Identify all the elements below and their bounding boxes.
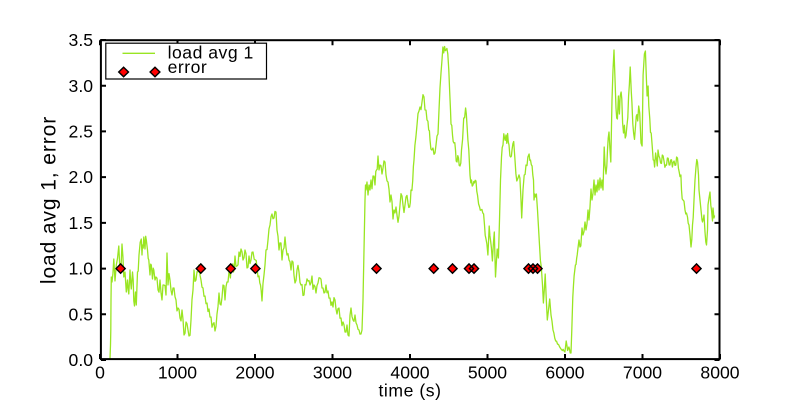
svg-text:load avg 1: load avg 1	[168, 43, 254, 63]
svg-text:error: error	[168, 57, 208, 77]
svg-text:time (s): time (s)	[378, 381, 441, 401]
svg-text:1.5: 1.5	[69, 213, 94, 233]
svg-text:8000: 8000	[700, 363, 739, 383]
svg-text:0: 0	[95, 363, 105, 383]
svg-text:2000: 2000	[235, 363, 274, 383]
svg-text:3000: 3000	[313, 363, 352, 383]
svg-text:1000: 1000	[158, 363, 197, 383]
svg-text:1.0: 1.0	[69, 259, 94, 279]
svg-text:7000: 7000	[623, 363, 662, 383]
svg-text:3.5: 3.5	[69, 30, 94, 50]
svg-text:0.0: 0.0	[69, 350, 94, 370]
svg-text:6000: 6000	[545, 363, 584, 383]
svg-text:5000: 5000	[468, 363, 507, 383]
svg-text:2.0: 2.0	[69, 167, 94, 187]
svg-text:3.0: 3.0	[69, 76, 94, 96]
svg-text:load avg 1, error: load avg 1, error	[38, 116, 61, 284]
svg-text:2.5: 2.5	[69, 122, 94, 142]
svg-text:4000: 4000	[390, 363, 429, 383]
svg-text:0.5: 0.5	[69, 304, 94, 324]
